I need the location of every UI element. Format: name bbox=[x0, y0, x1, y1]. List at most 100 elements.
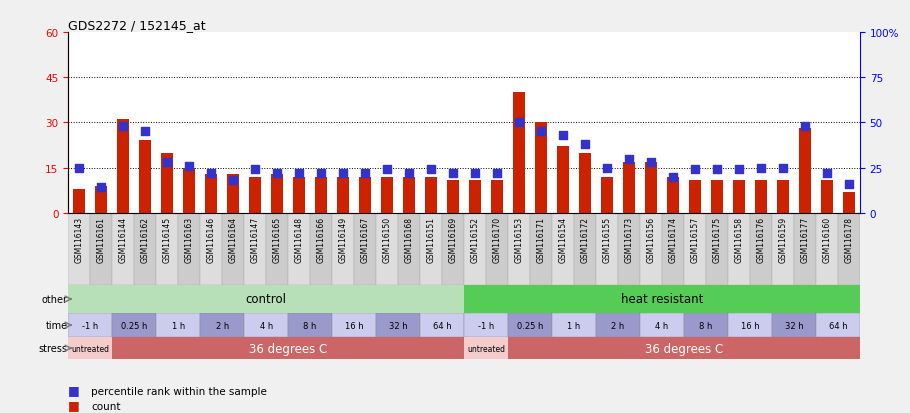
Text: -1 h: -1 h bbox=[82, 321, 98, 330]
Point bbox=[578, 141, 592, 148]
Bar bbox=[843, 192, 855, 213]
Point bbox=[72, 165, 86, 171]
Text: percentile rank within the sample: percentile rank within the sample bbox=[91, 386, 267, 396]
Bar bbox=[332, 313, 376, 337]
Bar bbox=[376, 213, 398, 285]
Point bbox=[226, 178, 240, 184]
Bar bbox=[596, 213, 618, 285]
Point bbox=[842, 181, 856, 188]
Text: GSM116164: GSM116164 bbox=[228, 217, 238, 263]
Bar bbox=[640, 313, 684, 337]
Text: 8 h: 8 h bbox=[303, 321, 317, 330]
Bar bbox=[90, 213, 112, 285]
Bar bbox=[535, 123, 547, 213]
Point bbox=[710, 167, 724, 173]
Bar bbox=[425, 177, 437, 213]
Bar bbox=[222, 213, 244, 285]
Text: GSM116167: GSM116167 bbox=[360, 217, 369, 263]
Bar bbox=[794, 213, 816, 285]
Text: 2 h: 2 h bbox=[612, 321, 624, 330]
Bar bbox=[816, 213, 838, 285]
Bar bbox=[728, 213, 750, 285]
Text: GSM116155: GSM116155 bbox=[602, 217, 612, 263]
Point bbox=[270, 170, 285, 177]
Text: GSM116176: GSM116176 bbox=[756, 217, 765, 263]
Bar bbox=[469, 180, 481, 213]
Bar bbox=[68, 213, 90, 285]
Text: GSM116146: GSM116146 bbox=[207, 217, 216, 263]
Bar bbox=[139, 141, 151, 213]
Bar bbox=[491, 180, 503, 213]
Bar bbox=[442, 213, 464, 285]
Bar bbox=[552, 313, 596, 337]
Point bbox=[490, 170, 504, 177]
Text: GSM116153: GSM116153 bbox=[514, 217, 523, 263]
Bar bbox=[618, 213, 640, 285]
Bar bbox=[157, 213, 178, 285]
Bar bbox=[293, 177, 305, 213]
Point bbox=[732, 167, 746, 173]
Text: 36 degrees C: 36 degrees C bbox=[249, 342, 328, 355]
Bar bbox=[733, 180, 745, 213]
Point bbox=[511, 120, 526, 126]
Bar bbox=[161, 153, 173, 213]
Bar bbox=[68, 313, 112, 337]
Bar bbox=[508, 313, 552, 337]
Bar bbox=[684, 213, 706, 285]
Bar bbox=[420, 213, 442, 285]
Point bbox=[643, 159, 658, 166]
Bar bbox=[579, 153, 592, 213]
Text: GSM116174: GSM116174 bbox=[669, 217, 678, 263]
Text: GSM116150: GSM116150 bbox=[382, 217, 391, 263]
Bar bbox=[183, 168, 196, 213]
Bar bbox=[799, 129, 811, 213]
Bar bbox=[288, 313, 332, 337]
Text: GDS2272 / 152145_at: GDS2272 / 152145_at bbox=[68, 19, 206, 32]
Bar bbox=[772, 213, 794, 285]
Bar bbox=[73, 189, 86, 213]
Text: 32 h: 32 h bbox=[389, 321, 408, 330]
Bar bbox=[200, 313, 244, 337]
Bar bbox=[359, 177, 371, 213]
Text: GSM116165: GSM116165 bbox=[273, 217, 282, 263]
Bar bbox=[711, 180, 723, 213]
Text: ■: ■ bbox=[68, 383, 80, 396]
Bar bbox=[112, 337, 464, 359]
Bar bbox=[205, 174, 217, 213]
Bar bbox=[332, 213, 354, 285]
Point bbox=[204, 170, 218, 177]
Text: GSM116149: GSM116149 bbox=[339, 217, 348, 263]
Text: GSM116143: GSM116143 bbox=[75, 217, 84, 263]
Text: heat resistant: heat resistant bbox=[621, 293, 703, 306]
Point bbox=[666, 174, 681, 180]
Bar bbox=[178, 213, 200, 285]
Bar bbox=[310, 213, 332, 285]
Point bbox=[468, 170, 482, 177]
Bar bbox=[135, 213, 157, 285]
Bar bbox=[486, 213, 508, 285]
Point bbox=[248, 167, 262, 173]
Text: 0.25 h: 0.25 h bbox=[121, 321, 147, 330]
Bar bbox=[381, 177, 393, 213]
Bar bbox=[667, 177, 679, 213]
Text: GSM116157: GSM116157 bbox=[691, 217, 700, 263]
Bar bbox=[777, 180, 789, 213]
Bar bbox=[596, 313, 640, 337]
Bar bbox=[68, 337, 112, 359]
Point bbox=[753, 165, 768, 171]
Text: GSM116144: GSM116144 bbox=[118, 217, 127, 263]
Bar bbox=[112, 213, 135, 285]
Bar bbox=[601, 177, 613, 213]
Text: 64 h: 64 h bbox=[433, 321, 451, 330]
Text: stress: stress bbox=[39, 343, 68, 353]
Text: GSM116177: GSM116177 bbox=[801, 217, 810, 263]
Bar bbox=[112, 313, 157, 337]
Bar bbox=[772, 313, 816, 337]
Text: GSM116178: GSM116178 bbox=[844, 217, 854, 263]
Text: GSM116161: GSM116161 bbox=[96, 217, 106, 263]
Bar bbox=[552, 213, 574, 285]
Text: ■: ■ bbox=[68, 398, 80, 411]
Text: GSM116162: GSM116162 bbox=[141, 217, 150, 263]
Point bbox=[94, 185, 108, 191]
Bar bbox=[662, 213, 684, 285]
